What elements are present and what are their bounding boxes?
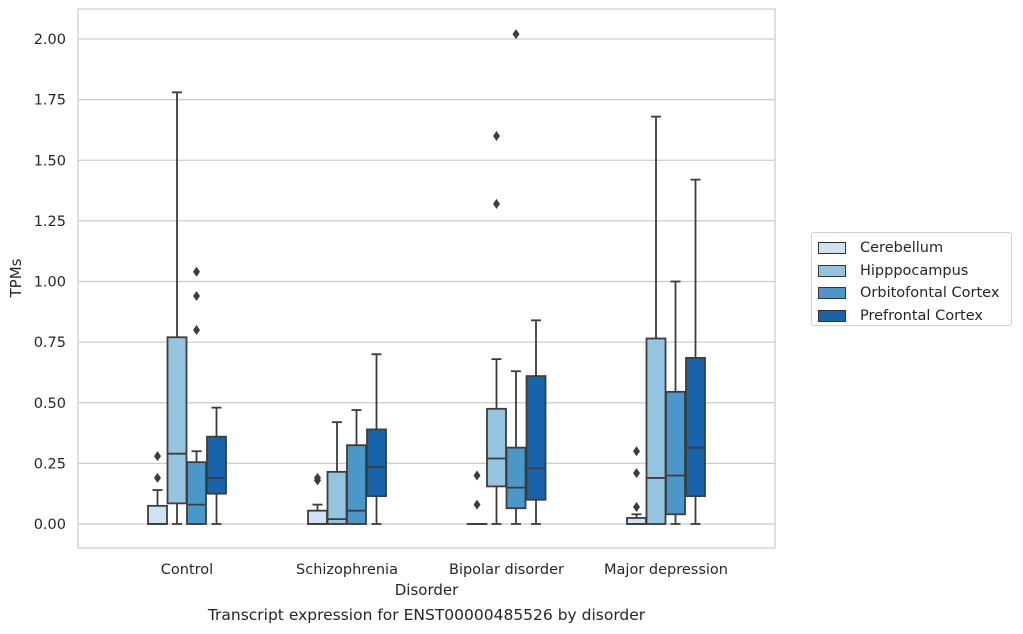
legend-item: Hipppocampus — [818, 260, 1011, 283]
y-tick-label: 0.25 — [34, 456, 66, 472]
box — [626, 517, 647, 525]
box — [665, 390, 686, 516]
outlier-point — [512, 29, 520, 40]
legend-label: Hipppocampus — [860, 262, 969, 279]
legend-item: Orbitofontal Cortex — [818, 282, 1011, 305]
outlier-point — [493, 131, 500, 141]
box — [685, 356, 706, 498]
outlier-point — [633, 468, 640, 479]
y-tick-labels: 0.00 0.25 0.50 0.75 1.00 1.25 1.50 1.75 2.00 — [34, 32, 66, 533]
box — [206, 435, 227, 495]
y-tick-label: 1.50 — [34, 153, 66, 169]
x-tick-label: Control — [161, 562, 213, 578]
y-tick-label: 1.00 — [34, 275, 66, 291]
outlier-point — [633, 502, 640, 513]
series-orbitofontal-cortex — [186, 29, 686, 525]
box — [186, 461, 207, 525]
legend-label: Cerebellum — [860, 240, 944, 257]
outlier-point — [314, 472, 321, 483]
legend-label: Orbitofontal Cortex — [860, 285, 1000, 302]
series-prefrontal-cortex — [206, 178, 706, 525]
x-tick-label: Schizophrenia — [296, 562, 398, 578]
y-tick-label: 1.75 — [34, 93, 66, 109]
box — [645, 337, 667, 525]
box — [366, 428, 387, 498]
box — [147, 504, 168, 525]
x-axis-label: Disorder — [395, 581, 459, 599]
box — [307, 509, 328, 525]
legend-item: Cerebellum — [818, 237, 1011, 260]
outlier-point — [493, 198, 500, 209]
y-axis-label: TPMs — [7, 258, 25, 298]
outlier-point — [193, 266, 200, 277]
legend-swatch — [818, 309, 846, 322]
outlier-point — [193, 291, 200, 302]
box — [326, 470, 348, 525]
x-tick-label: Major depression — [604, 562, 728, 578]
box — [166, 336, 188, 505]
y-tick-label: 0.00 — [34, 517, 66, 533]
outlier-point — [633, 446, 640, 457]
outlier-point — [473, 470, 481, 481]
legend: Cerebellum Hipppocampus Orbitofontal Corte… — [811, 232, 1012, 326]
y-tick-label: 0.75 — [34, 335, 66, 351]
chart-caption: Transcript expression for ENST0000048552… — [207, 606, 646, 624]
legend-item: Prefrontal Cortex — [818, 305, 1011, 328]
legend-swatch — [818, 287, 846, 300]
outlier-point — [154, 451, 161, 462]
legend-swatch — [818, 242, 846, 255]
box-series — [147, 29, 706, 525]
outlier-point — [473, 499, 481, 510]
outlier-point — [193, 325, 200, 335]
outlier-point — [154, 472, 161, 483]
x-tick-labels: Control Schizophrenia Bipolar disorder Majo… — [161, 562, 728, 578]
y-tick-label: 2.00 — [34, 32, 66, 48]
box — [346, 444, 367, 525]
box — [525, 375, 547, 501]
box — [505, 446, 527, 510]
legend-swatch — [818, 264, 846, 277]
y-tick-label: 1.25 — [34, 214, 66, 230]
legend-label: Prefrontal Cortex — [860, 307, 983, 324]
box — [486, 407, 507, 488]
y-tick-label: 0.50 — [34, 396, 66, 412]
x-tick-label: Bipolar disorder — [449, 562, 564, 578]
